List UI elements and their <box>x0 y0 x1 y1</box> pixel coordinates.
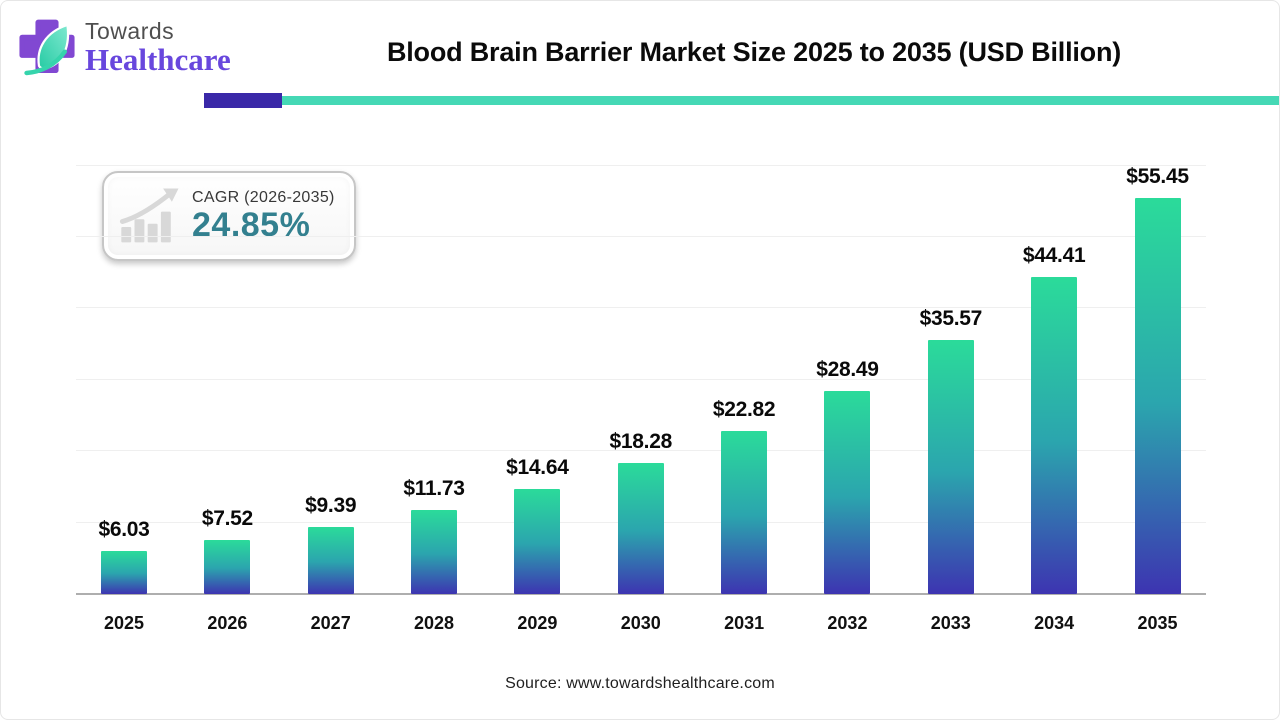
gridline <box>76 450 1206 452</box>
x-tick-label: 2034 <box>1034 613 1075 633</box>
brand-wordmark: Towards Healthcare <box>85 15 231 77</box>
bar-2032 <box>824 390 871 594</box>
cross-leaf-logo-icon <box>19 19 75 76</box>
bar-value-label: $7.52 <box>201 507 253 531</box>
x-tick-label: 2032 <box>827 613 868 633</box>
x-tick-label: 2033 <box>930 613 971 633</box>
bar-value-label: $44.41 <box>1022 243 1086 267</box>
bar-value-label: $35.57 <box>919 306 983 330</box>
bar-value-label: $55.45 <box>1126 165 1189 188</box>
bar-2026 <box>204 540 251 594</box>
divider-purple-segment <box>204 93 282 108</box>
bar-2035 <box>1134 198 1181 594</box>
x-tick-label: 2025 <box>103 613 145 633</box>
cagr-label: CAGR (2026-2035) <box>192 188 335 206</box>
x-tick-label: 2028 <box>414 613 455 633</box>
page-title: Blood Brain Barrier Market Size 2025 to … <box>386 37 1122 67</box>
x-tick-label: 2027 <box>310 613 351 633</box>
bar-2033 <box>927 339 974 594</box>
bar-2025 <box>101 550 147 594</box>
bar-value-label: $18.28 <box>609 430 673 454</box>
bar-value-label: $9.39 <box>305 493 357 517</box>
x-axis-line <box>76 593 1206 595</box>
bar-2027 <box>307 526 354 594</box>
gridline <box>76 164 1206 166</box>
brand-name-towards: Towards <box>85 18 175 44</box>
bar-2031 <box>721 431 768 594</box>
brand-name-healthcare: Healthcare <box>85 42 231 78</box>
brand-logo: Towards Healthcare <box>15 15 231 83</box>
plot-area: $6.03 2025 $7.52 2026 $9.39 2027 $11.73 2028 $14… <box>76 151 1206 633</box>
bar-2028 <box>411 510 458 594</box>
gridline <box>76 235 1206 237</box>
source-text: Source: www.towardshealthcare.com <box>505 675 775 692</box>
x-tick-label: 2031 <box>724 613 765 633</box>
x-tick-label: 2026 <box>207 613 248 633</box>
x-tick-label: 2035 <box>1137 613 1178 633</box>
growth-chart-icon <box>119 188 179 243</box>
divider-teal-segment <box>282 96 1279 105</box>
header-divider <box>1 93 1279 109</box>
bar-value-label: $22.82 <box>712 398 776 422</box>
bar-value-label: $28.49 <box>816 357 879 381</box>
bar-value-label: $11.73 <box>403 477 465 501</box>
x-tick-label: 2030 <box>620 613 661 633</box>
bar-2034 <box>1031 276 1078 594</box>
bar-value-label: $6.03 <box>98 517 150 541</box>
bar-value-label: $14.64 <box>506 456 569 480</box>
gridline <box>76 378 1206 380</box>
x-tick-label: 2029 <box>517 613 558 633</box>
bar-2029 <box>514 489 561 594</box>
bar-2030 <box>617 463 664 594</box>
gridline <box>76 307 1206 309</box>
